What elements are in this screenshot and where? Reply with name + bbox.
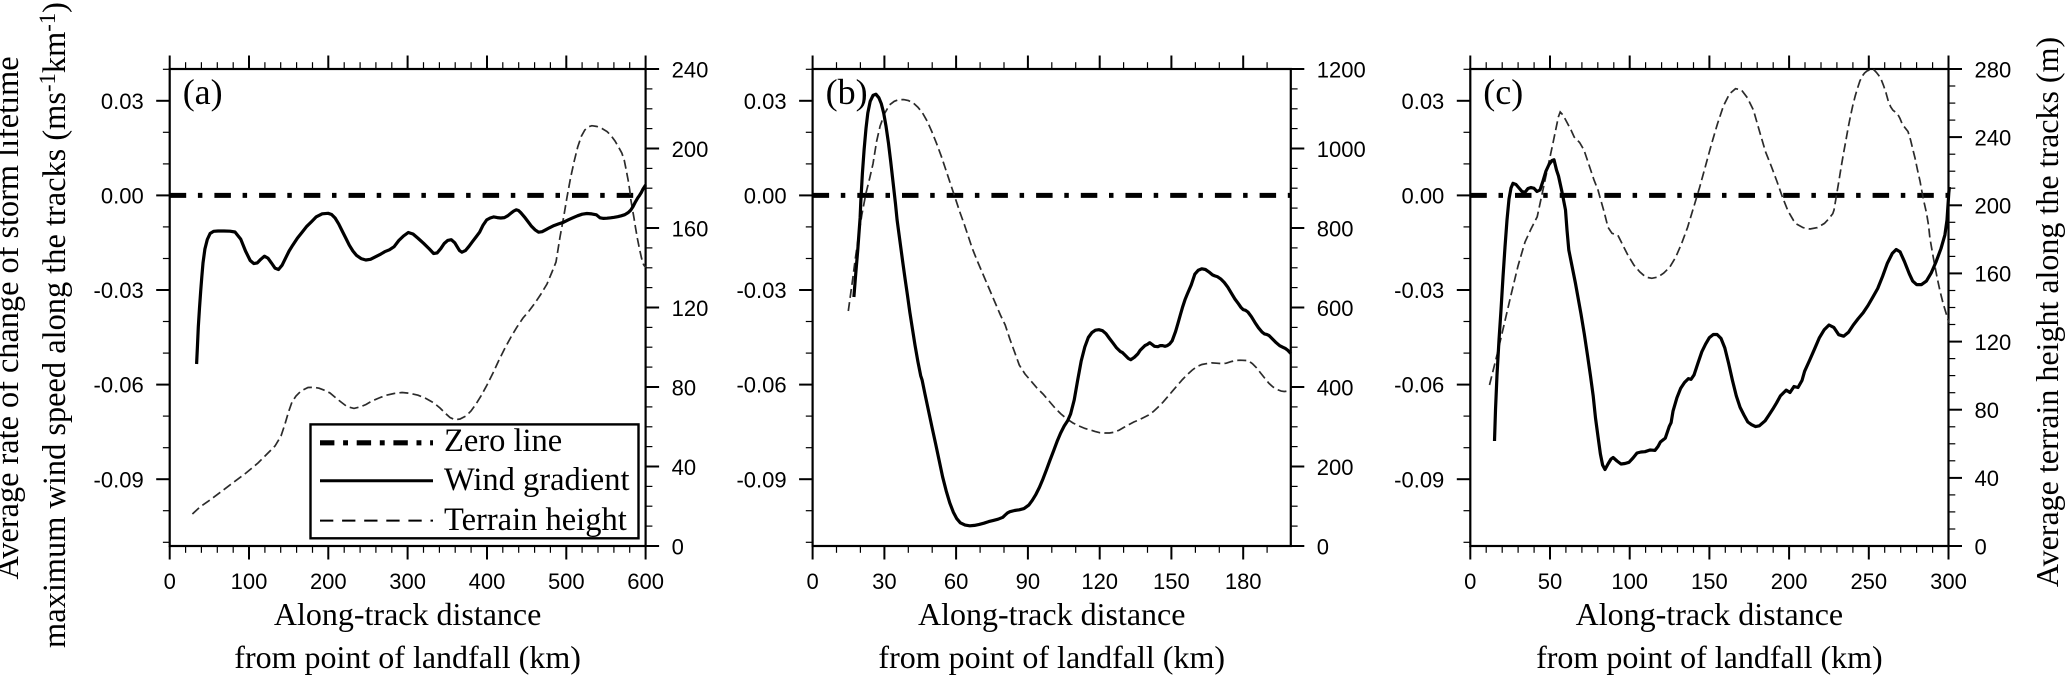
svg-text:200: 200 (310, 569, 347, 594)
svg-text:150: 150 (1691, 569, 1728, 594)
svg-text:120: 120 (1975, 330, 2012, 355)
svg-text:160: 160 (1975, 262, 2012, 287)
svg-text:maximum wind speed along the t: maximum wind speed along the tracks (ms-… (35, 2, 73, 648)
svg-text:0.03: 0.03 (1401, 89, 1444, 114)
svg-text:40: 40 (1975, 466, 1999, 491)
svg-text:0: 0 (1317, 534, 1329, 559)
svg-text:1200: 1200 (1317, 57, 1366, 82)
svg-text:-0.06: -0.06 (736, 373, 786, 398)
svg-text:180: 180 (1225, 569, 1262, 594)
svg-text:(c): (c) (1483, 72, 1523, 112)
svg-text:(a): (a) (183, 72, 223, 112)
svg-text:0.00: 0.00 (101, 184, 144, 209)
svg-text:-0.09: -0.09 (94, 467, 144, 492)
svg-text:250: 250 (1850, 569, 1887, 594)
svg-text:100: 100 (1611, 569, 1648, 594)
svg-text:0.03: 0.03 (101, 89, 144, 114)
svg-text:300: 300 (389, 569, 426, 594)
svg-text:Average terrain height along t: Average terrain height along the tracks … (2029, 37, 2065, 587)
svg-text:200: 200 (1975, 194, 2012, 219)
svg-text:240: 240 (1975, 125, 2012, 150)
svg-text:Along-track distance: Along-track distance (274, 596, 541, 632)
svg-text:0: 0 (806, 569, 818, 594)
svg-text:-0.06: -0.06 (94, 373, 144, 398)
svg-text:400: 400 (469, 569, 506, 594)
svg-text:40: 40 (672, 455, 696, 480)
svg-text:200: 200 (672, 137, 709, 162)
svg-text:50: 50 (1538, 569, 1562, 594)
svg-text:160: 160 (672, 216, 709, 241)
svg-text:-0.09: -0.09 (1394, 467, 1444, 492)
svg-text:90: 90 (1016, 569, 1040, 594)
svg-text:120: 120 (1081, 569, 1118, 594)
svg-text:200: 200 (1771, 569, 1808, 594)
svg-text:Average rate of change of stor: Average rate of change of storm lifetime (0, 56, 25, 579)
svg-text:80: 80 (672, 375, 696, 400)
svg-text:600: 600 (1317, 296, 1354, 321)
svg-text:0.03: 0.03 (744, 89, 787, 114)
svg-text:60: 60 (944, 569, 968, 594)
svg-text:0.00: 0.00 (1401, 184, 1444, 209)
svg-text:Zero line: Zero line (444, 423, 562, 459)
svg-text:30: 30 (872, 569, 896, 594)
svg-text:600: 600 (627, 569, 664, 594)
svg-text:200: 200 (1317, 455, 1354, 480)
svg-text:400: 400 (1317, 375, 1354, 400)
svg-text:Wind gradient: Wind gradient (444, 462, 630, 498)
svg-text:240: 240 (672, 57, 709, 82)
svg-text:-0.06: -0.06 (1394, 373, 1444, 398)
svg-text:800: 800 (1317, 216, 1354, 241)
svg-text:80: 80 (1975, 398, 1999, 423)
svg-text:Along-track distance: Along-track distance (1576, 596, 1843, 632)
svg-text:(b): (b) (826, 72, 868, 112)
svg-text:Terrain height: Terrain height (444, 502, 627, 538)
svg-text:100: 100 (231, 569, 268, 594)
svg-text:0: 0 (1464, 569, 1476, 594)
svg-text:-0.03: -0.03 (736, 278, 786, 303)
svg-text:-0.09: -0.09 (736, 467, 786, 492)
svg-text:from point of landfall (km): from point of landfall (km) (1536, 639, 1883, 675)
svg-text:-0.03: -0.03 (1394, 278, 1444, 303)
svg-text:0: 0 (164, 569, 176, 594)
svg-text:120: 120 (672, 296, 709, 321)
svg-text:Along-track distance: Along-track distance (918, 596, 1185, 632)
svg-text:from point of landfall (km): from point of landfall (km) (878, 639, 1225, 675)
svg-text:500: 500 (548, 569, 585, 594)
svg-text:300: 300 (1930, 569, 1967, 594)
svg-text:from point of landfall (km): from point of landfall (km) (234, 639, 581, 675)
svg-text:0.00: 0.00 (744, 184, 787, 209)
svg-text:0: 0 (672, 534, 684, 559)
svg-text:1000: 1000 (1317, 137, 1366, 162)
svg-text:-0.03: -0.03 (94, 278, 144, 303)
svg-text:0: 0 (1975, 534, 1987, 559)
svg-text:150: 150 (1153, 569, 1190, 594)
svg-text:280: 280 (1975, 57, 2012, 82)
